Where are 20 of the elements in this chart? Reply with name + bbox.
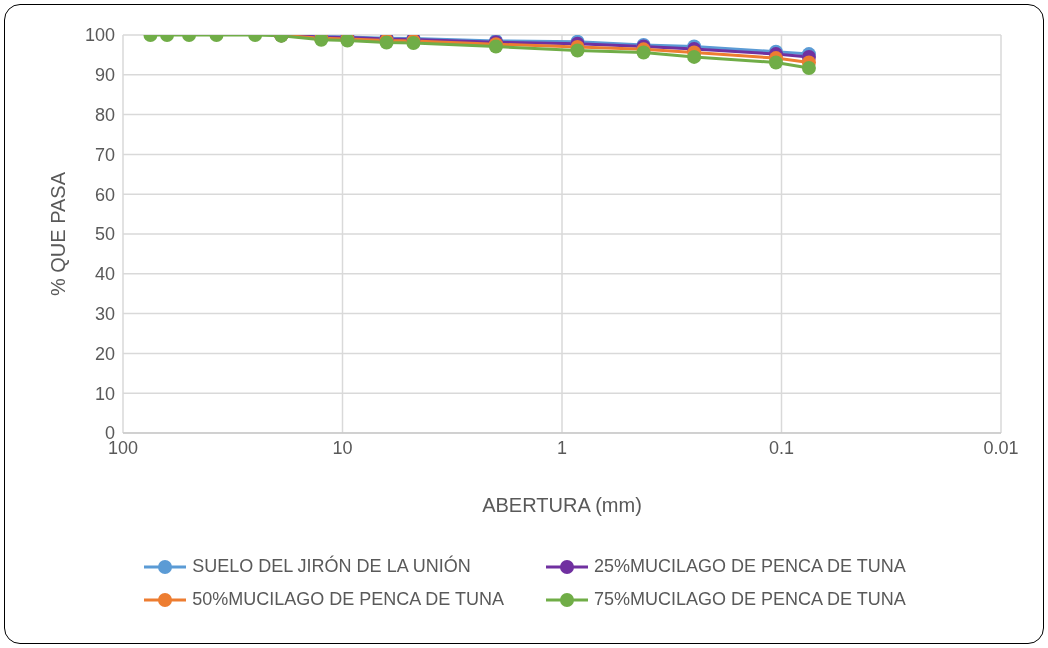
y-tick-label: 70 bbox=[94, 144, 115, 165]
legend-label: 25%MUCILAGO DE PENCA DE TUNA bbox=[594, 556, 906, 577]
legend-label: 75%MUCILAGO DE PENCA DE TUNA bbox=[594, 589, 906, 610]
x-axis-title: ABERTURA (mm) bbox=[482, 494, 642, 516]
y-tick-label: 90 bbox=[94, 65, 115, 86]
x-tick-label: 1 bbox=[556, 437, 568, 458]
legend-label: 50%MUCILAGO DE PENCA DE TUNA bbox=[192, 589, 504, 610]
x-tick-label: 0.01 bbox=[983, 437, 1019, 458]
y-tick-label: 50 bbox=[94, 224, 115, 245]
y-tick-label: 10 bbox=[94, 383, 115, 404]
y-tick-label: 30 bbox=[94, 303, 115, 324]
x-tick-label: 0.1 bbox=[768, 437, 795, 458]
y-tick-label: 60 bbox=[94, 184, 115, 205]
y-tick-label: 20 bbox=[94, 343, 115, 364]
legend-label: SUELO DEL JIRÓN DE LA UNIÓN bbox=[192, 556, 471, 577]
x-tick-label: 10 bbox=[332, 437, 353, 458]
y-axis-title: % QUE PASA bbox=[47, 171, 70, 297]
y-tick-label: 100 bbox=[84, 25, 115, 46]
y-tick-label: 40 bbox=[94, 264, 115, 285]
y-tick-label: 80 bbox=[94, 104, 115, 125]
